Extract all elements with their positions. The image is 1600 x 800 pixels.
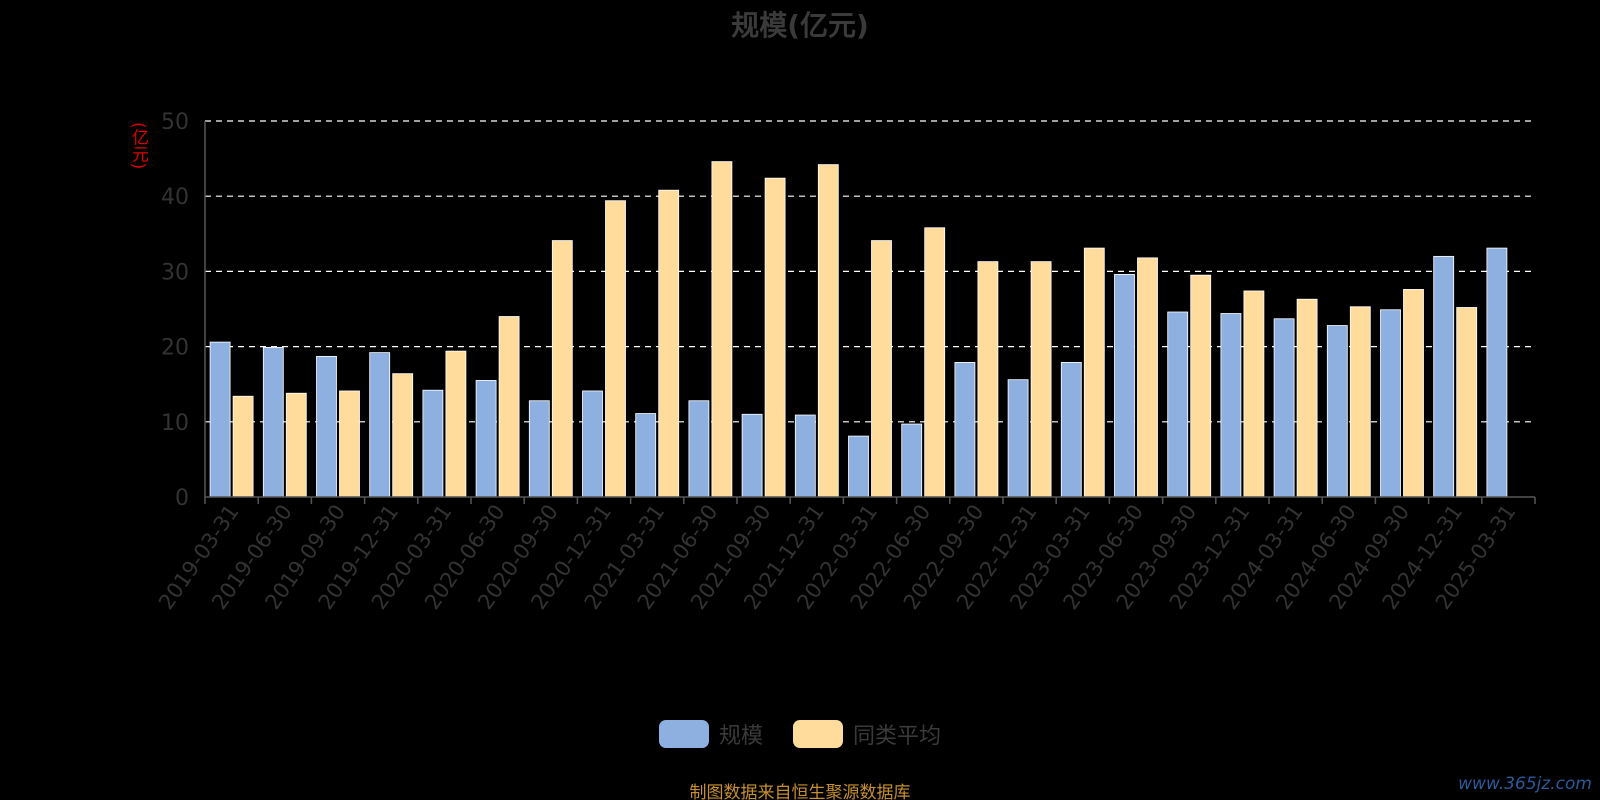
y-tick-label: 40: [161, 185, 189, 210]
x-tick-labels: 2019-03-312019-06-302019-09-302019-12-31…: [154, 500, 1520, 614]
bar-scale-2022-12-31[interactable]: [1007, 379, 1029, 498]
bars: [209, 161, 1508, 498]
bar-scale-2019-09-30[interactable]: [316, 355, 337, 498]
bar-peer-average-2019-03-31[interactable]: [232, 395, 254, 498]
bar-scale-2025-03-31[interactable]: [1486, 247, 1508, 498]
bar-peer-average-2021-06-30[interactable]: [711, 161, 733, 498]
bar-peer-average-2019-12-31[interactable]: [392, 373, 414, 498]
y-tick-label: 30: [161, 260, 189, 285]
bar-peer-average-2021-09-30[interactable]: [764, 177, 786, 498]
bar-peer-average-2023-06-30[interactable]: [1137, 257, 1158, 498]
data-source-footer: 制图数据来自恒生聚源数据库: [689, 783, 911, 800]
bar-scale-2024-12-31[interactable]: [1433, 255, 1455, 498]
y-axis-unit-label: (亿元): [128, 122, 148, 170]
bar-scale-2022-06-30[interactable]: [901, 423, 923, 498]
bar-peer-average-2023-09-30[interactable]: [1190, 274, 1212, 498]
bar-scale-2023-06-30[interactable]: [1114, 274, 1135, 498]
bar-chart: 0 10 20 30 40 50 2019-03-312019-06-302019-09-…: [154, 110, 1536, 614]
bar-scale-2019-12-31[interactable]: [369, 352, 391, 498]
bar-scale-2020-06-30[interactable]: [475, 380, 497, 498]
y-tick-label: 50: [161, 110, 189, 135]
bar-peer-average-2024-12-31[interactable]: [1456, 307, 1478, 498]
bar-scale-2023-12-31[interactable]: [1220, 313, 1242, 498]
bar-scale-2022-03-31[interactable]: [848, 435, 869, 498]
chart-title: 规模(亿元): [731, 9, 869, 42]
bar-peer-average-2019-09-30[interactable]: [339, 390, 360, 498]
bar-peer-average-2020-06-30[interactable]: [498, 316, 520, 498]
bar-scale-2024-09-30[interactable]: [1380, 309, 1401, 498]
bar-peer-average-2020-09-30[interactable]: [551, 240, 573, 498]
bar-scale-2020-03-31[interactable]: [422, 389, 444, 498]
watermark[interactable]: www.365jz.com: [1458, 774, 1592, 794]
y-tick-label: 0: [175, 486, 189, 511]
bar-scale-2023-09-30[interactable]: [1167, 311, 1189, 498]
bar-peer-average-2022-03-31[interactable]: [871, 240, 892, 498]
y-tick-label: 10: [161, 411, 189, 436]
bar-peer-average-2024-03-31[interactable]: [1296, 298, 1318, 498]
bar-scale-2021-06-30[interactable]: [688, 400, 710, 498]
bar-scale-2021-09-30[interactable]: [741, 413, 763, 498]
bar-peer-average-2020-12-31[interactable]: [605, 200, 626, 498]
bar-peer-average-2024-06-30[interactable]: [1349, 306, 1371, 498]
legend-swatch-scale: [658, 720, 709, 748]
legend: 规模 同类平均: [0, 718, 1600, 750]
axes: [204, 121, 1536, 504]
legend-item-peer-average[interactable]: 同类平均: [793, 718, 941, 750]
bar-peer-average-2022-12-31[interactable]: [1030, 261, 1052, 498]
bar-peer-average-2023-03-31[interactable]: [1083, 247, 1105, 498]
legend-item-scale[interactable]: 规模: [658, 718, 763, 750]
bar-peer-average-2020-03-31[interactable]: [445, 350, 467, 498]
bar-scale-2021-03-31[interactable]: [635, 413, 657, 498]
bar-peer-average-2021-12-31[interactable]: [817, 164, 839, 498]
bar-peer-average-2022-06-30[interactable]: [924, 227, 946, 498]
legend-label-scale: 规模: [718, 724, 763, 749]
y-tick-labels: 0 10 20 30 40 50: [161, 110, 189, 511]
bar-scale-2019-06-30[interactable]: [262, 346, 284, 498]
bar-scale-2022-09-30[interactable]: [954, 361, 976, 498]
bar-scale-2024-06-30[interactable]: [1326, 325, 1348, 498]
legend-label-peer-average: 同类平均: [853, 724, 942, 749]
bar-scale-2020-12-31[interactable]: [582, 390, 603, 498]
bar-scale-2020-09-30[interactable]: [528, 400, 550, 498]
bar-peer-average-2019-06-30[interactable]: [285, 392, 307, 498]
bar-scale-2019-03-31[interactable]: [209, 341, 231, 498]
bar-peer-average-2021-03-31[interactable]: [658, 189, 680, 498]
legend-swatch-peer-average: [793, 720, 843, 748]
bar-scale-2023-03-31[interactable]: [1060, 361, 1082, 498]
bar-peer-average-2022-09-30[interactable]: [977, 261, 999, 498]
bar-scale-2021-12-31[interactable]: [794, 414, 816, 498]
bar-peer-average-2023-12-31[interactable]: [1243, 290, 1265, 498]
bar-scale-2024-03-31[interactable]: [1273, 318, 1295, 498]
bar-peer-average-2024-09-30[interactable]: [1403, 289, 1424, 498]
y-tick-label: 20: [161, 336, 189, 361]
